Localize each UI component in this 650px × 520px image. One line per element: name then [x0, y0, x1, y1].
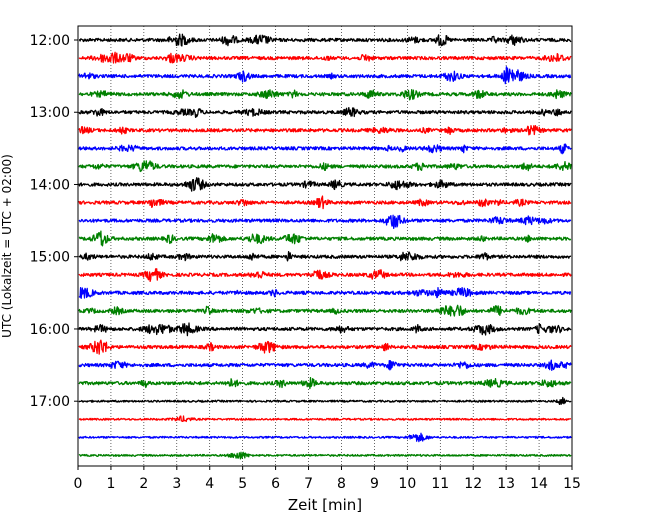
trace-line	[78, 304, 572, 317]
trace-line	[78, 339, 572, 355]
y-tick-label: 15:00	[30, 250, 70, 266]
x-tick-label: 13	[497, 476, 515, 492]
trace-line	[78, 268, 572, 283]
trace-line	[78, 106, 572, 119]
x-tick-label: 6	[271, 476, 280, 492]
x-tick-label: 12	[464, 476, 482, 492]
x-tick-label: 5	[238, 476, 247, 492]
trace-line	[78, 396, 572, 406]
trace-line	[78, 124, 572, 136]
trace-line	[78, 359, 572, 371]
trace-line	[78, 177, 572, 192]
y-tick-label: 17:00	[30, 394, 70, 410]
trace-group	[78, 33, 572, 460]
trace-line	[78, 286, 572, 299]
trace-line	[78, 33, 572, 47]
y-tick-label: 12:00	[30, 33, 70, 49]
trace-line	[78, 415, 572, 423]
x-tick-label: 3	[172, 476, 181, 492]
x-tick-label: 14	[530, 476, 548, 492]
trace-line	[78, 230, 572, 247]
trace-line	[78, 376, 572, 390]
y-axis-label: UTC (Lokalzeit = UTC + 02:00)	[0, 154, 14, 338]
y-tick-label: 14:00	[30, 177, 70, 193]
trace-line	[78, 89, 572, 101]
y-tick-label: 16:00	[30, 322, 70, 338]
x-tick-label: 10	[398, 476, 416, 492]
x-tick-label: 4	[205, 476, 214, 492]
x-axis-label: Zeit [min]	[288, 496, 362, 514]
x-tick-label: 8	[337, 476, 346, 492]
trace-line	[78, 250, 572, 262]
x-tick-label: 2	[139, 476, 148, 492]
x-tick-label: 0	[74, 476, 83, 492]
x-tick-label: 9	[370, 476, 379, 492]
trace-line	[78, 51, 572, 64]
trace-line	[78, 143, 572, 155]
y-tick-label: 13:00	[30, 105, 70, 121]
x-tick-label: 11	[431, 476, 449, 492]
trace-line	[78, 432, 572, 443]
trace-line	[78, 214, 572, 229]
trace-line	[78, 195, 572, 210]
trace-line	[78, 66, 572, 85]
trace-line	[78, 451, 572, 460]
plot-frame	[77, 25, 573, 467]
x-axis-ticks: 0 1 2 3 4 5 6 7 8 9 10 11 12 13 14 15	[74, 466, 581, 492]
trace-line	[78, 322, 572, 337]
y-axis-ticks: 12:00 13:00 14:00 15:00 16:00 17:00	[30, 33, 78, 410]
trace-line	[78, 160, 572, 173]
x-tick-label: 7	[304, 476, 313, 492]
x-tick-label: 15	[563, 476, 581, 492]
vertical-grid	[110, 26, 540, 466]
x-tick-label: 1	[106, 476, 115, 492]
